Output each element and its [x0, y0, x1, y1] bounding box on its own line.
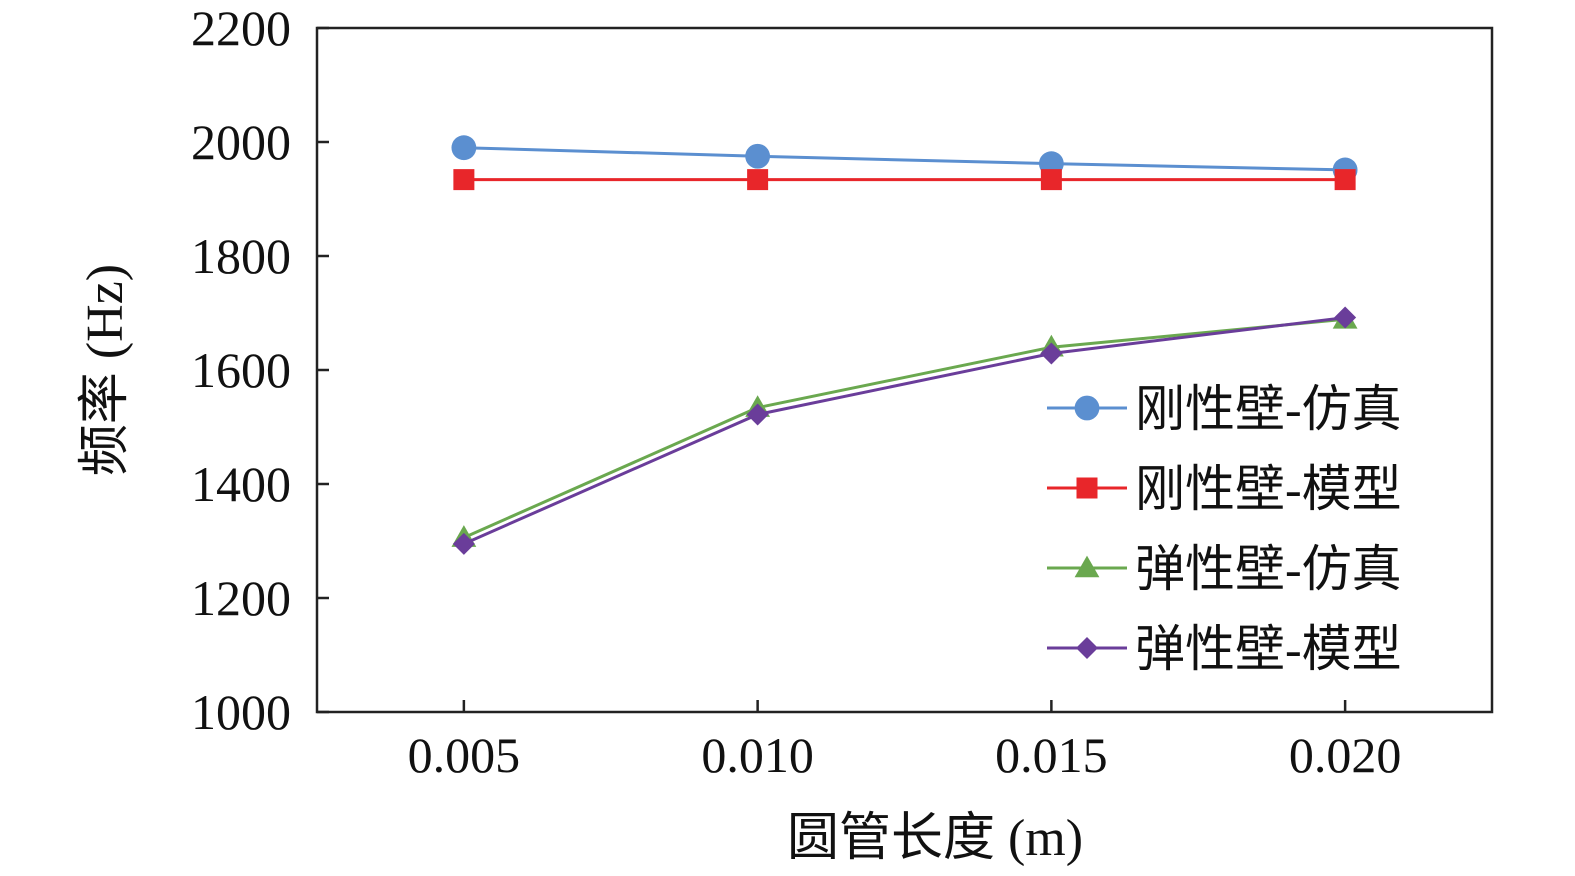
series-circle: [451, 135, 1358, 183]
y-axis-title: 频率 (Hz): [77, 264, 134, 476]
y-tick-label: 2000: [191, 114, 291, 170]
x-axis-ticks: 0.005 0.010 0.015 0.020: [408, 700, 1402, 783]
series-line: [463, 316, 1346, 546]
series-line: [463, 146, 1346, 172]
data-point: [453, 169, 475, 191]
legend-label: 刚性壁-模型: [1135, 461, 1402, 517]
legend-swatch-marker: [1076, 637, 1098, 659]
legend-swatch-marker: [1076, 477, 1098, 499]
data-point: [747, 169, 769, 191]
y-tick-label: 1000: [191, 684, 291, 740]
legend-swatch-marker: [1074, 395, 1100, 421]
x-tick-label: 0.005: [408, 727, 521, 783]
data-point: [1040, 342, 1063, 365]
y-tick-label: 2200: [191, 0, 291, 56]
series-line: [463, 317, 1346, 539]
x-tick-label: 0.020: [1289, 727, 1402, 783]
data-point: [746, 403, 769, 426]
y-tick-label: 1800: [191, 228, 291, 284]
data-point: [451, 135, 477, 161]
x-tick-label: 0.010: [701, 727, 814, 783]
data-point: [745, 143, 771, 169]
x-axis-title: 圆管长度 (m): [787, 810, 1083, 867]
legend-label: 弹性壁-仿真: [1135, 541, 1402, 597]
y-tick-label: 1200: [191, 570, 291, 626]
data-point: [452, 532, 475, 555]
y-tick-label: 1600: [191, 342, 291, 398]
series-diamond: [452, 306, 1357, 555]
legend-swatch-marker: [1074, 555, 1100, 578]
y-tick-label: 1400: [191, 456, 291, 512]
series-layer: [451, 135, 1358, 555]
data-point: [1040, 169, 1062, 191]
legend-item: 弹性壁-模型: [1047, 621, 1402, 677]
legend-label: 刚性壁-仿真: [1135, 381, 1402, 437]
series-square: [453, 169, 1356, 191]
data-point: [1334, 169, 1356, 191]
y-axis-ticks: 1000 1200 1400 1600 1800 2000 2200: [191, 0, 329, 740]
legend-item: 刚性壁-模型: [1047, 461, 1402, 517]
legend-label: 弹性壁-模型: [1135, 621, 1402, 677]
legend-item: 弹性壁-仿真: [1047, 541, 1402, 597]
legend-item: 刚性壁-仿真: [1047, 381, 1402, 437]
plot-frame: [315, 26, 1494, 714]
x-tick-label: 0.015: [995, 727, 1108, 783]
data-point: [1334, 306, 1357, 329]
